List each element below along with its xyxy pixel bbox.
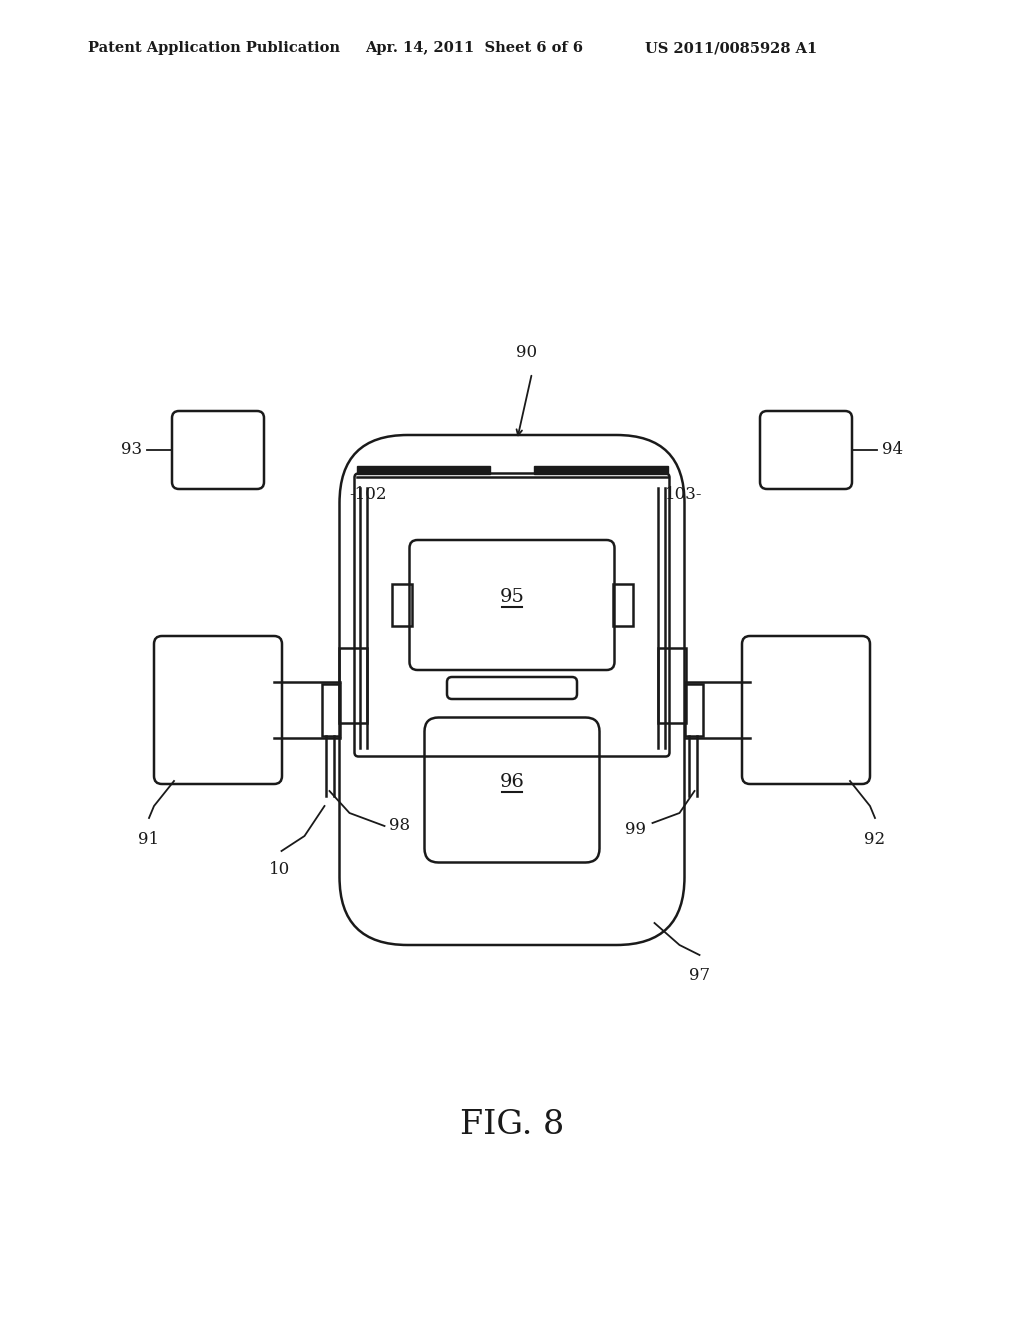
Text: US 2011/0085928 A1: US 2011/0085928 A1: [645, 41, 817, 55]
Bar: [391, 583, 412, 626]
Text: 99: 99: [626, 821, 646, 837]
Text: 94: 94: [882, 441, 903, 458]
Text: 91: 91: [138, 832, 160, 847]
Bar: [684, 684, 702, 737]
Text: -102: -102: [349, 486, 387, 503]
Text: 92: 92: [864, 832, 886, 847]
Text: 10: 10: [269, 861, 290, 878]
Text: 97: 97: [689, 968, 710, 983]
Text: 95: 95: [500, 587, 524, 606]
Polygon shape: [356, 466, 490, 474]
Text: Apr. 14, 2011  Sheet 6 of 6: Apr. 14, 2011 Sheet 6 of 6: [365, 41, 583, 55]
Bar: [657, 648, 685, 722]
Text: Patent Application Publication: Patent Application Publication: [88, 41, 340, 55]
Bar: [322, 684, 340, 737]
Bar: [339, 648, 367, 722]
Text: 98: 98: [389, 817, 411, 834]
Text: 93: 93: [121, 441, 142, 458]
Text: 90: 90: [516, 345, 538, 360]
Text: 103-: 103-: [665, 486, 702, 503]
Polygon shape: [534, 466, 668, 474]
Text: 96: 96: [500, 774, 524, 791]
Bar: [612, 583, 633, 626]
Text: FIG. 8: FIG. 8: [460, 1109, 564, 1140]
